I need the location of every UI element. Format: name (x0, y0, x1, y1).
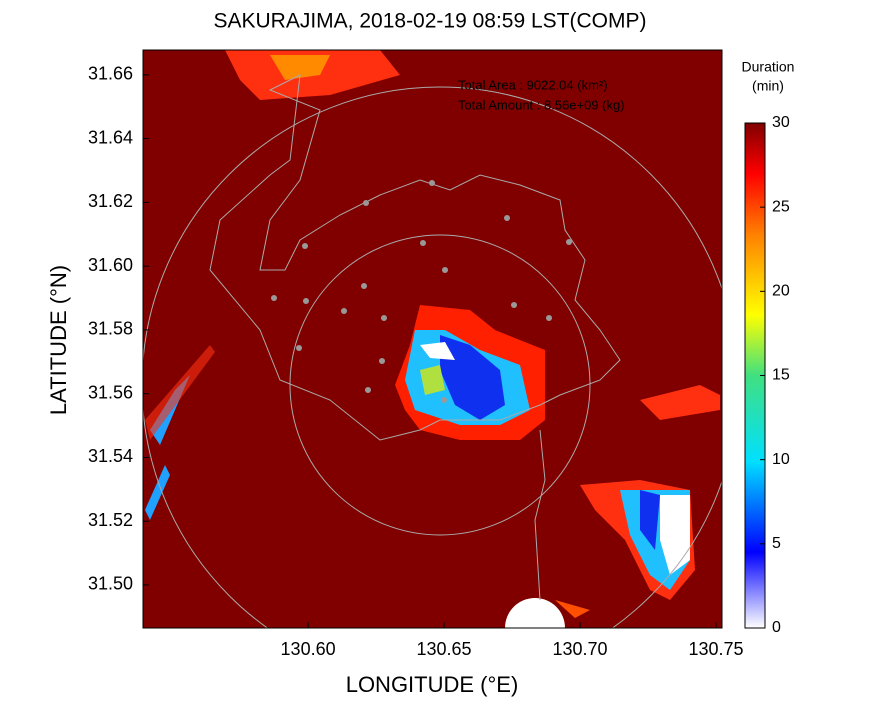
y-tick-label: 31.58 (88, 319, 133, 339)
colorbar-label: (min) (752, 78, 784, 94)
y-tick-label: 31.64 (88, 127, 133, 147)
colorbar-tick-label: 10 (772, 451, 790, 468)
y-tick-label: 31.56 (88, 382, 133, 402)
colorbar-tick-label: 20 (772, 283, 790, 300)
annotation: Total Area : 9022.04 (km²) (458, 77, 608, 92)
colorbar-tick-label: 30 (772, 114, 790, 131)
plot-frame (142, 49, 723, 629)
annotation: Total Amount : 8.56e+09 (kg) (458, 97, 625, 112)
y-axis-label: LATITUDE (°N) (46, 265, 71, 415)
colorbar-tick-label: 25 (772, 198, 790, 215)
chart-title: SAKURAJIMA, 2018-02-19 08:59 LST(COMP) (213, 10, 646, 33)
y-tick-label: 31.62 (88, 191, 133, 211)
map (143, 50, 722, 628)
colorbar-tick-label: 0 (772, 619, 781, 636)
x-tick-label: 130.65 (417, 639, 472, 659)
y-tick-label: 31.50 (88, 574, 133, 594)
x-tick-label: 130.70 (553, 639, 608, 659)
x-axis-label: LONGITUDE (°E) (346, 672, 519, 697)
colorbar-tick-label: 15 (772, 367, 790, 384)
y-tick-label: 31.66 (88, 64, 133, 84)
y-tick-label: 31.54 (88, 446, 133, 466)
y-tick-label: 31.60 (88, 255, 133, 275)
colorbar-tick-label: 5 (772, 535, 781, 552)
x-tick-label: 130.75 (688, 639, 743, 659)
y-tick-label: 31.52 (88, 510, 133, 530)
colorbar-label: Duration (742, 59, 795, 75)
x-tick-label: 130.60 (281, 639, 336, 659)
stations (271, 180, 572, 403)
